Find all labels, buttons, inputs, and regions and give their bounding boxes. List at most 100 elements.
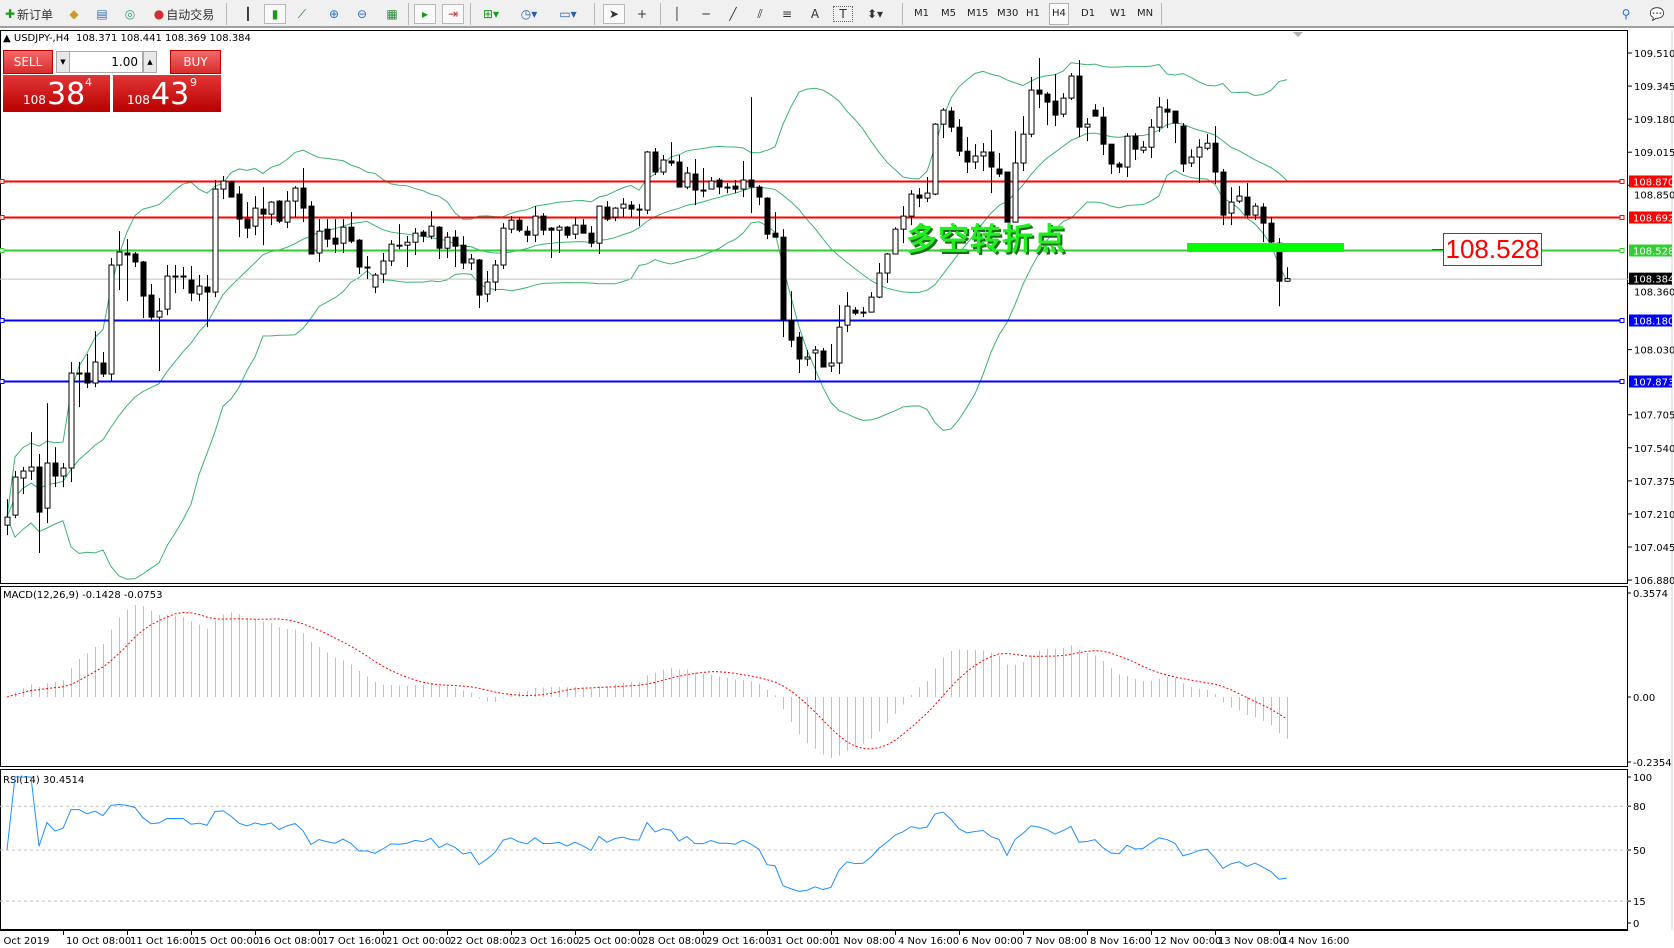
level-right-handle[interactable] [1619,318,1625,323]
lot-size-input[interactable]: 1.00 [69,51,143,73]
sell-price-big-figure: 108 [23,93,46,107]
zoom-out-icon[interactable]: ⊖ [356,7,368,21]
templates-dropdown-icon[interactable]: ▭▾ [559,7,577,21]
one-click-trading-panel: SELL ▼ 1.00 ▲ BUY 108 38 4 108 43 9 [2,50,222,112]
timeframe-mn[interactable]: MN [1137,8,1154,19]
time-label: 21 Oct 00:00 [386,936,451,947]
candle [500,223,507,270]
zoom-in-icon[interactable]: ⊕ [328,7,340,21]
candle-body-up [724,186,731,189]
rsi-axis-label: 80 [1633,802,1646,813]
collapse-triangle-icon[interactable]: ▲ [3,33,14,44]
cursor-icon[interactable]: ➤ [603,4,625,24]
lot-decrease-button[interactable]: ▼ [56,51,70,73]
timeframe-h1[interactable]: H1 [1026,8,1040,19]
candle [252,196,259,236]
timeframe-m15[interactable]: M15 [967,8,989,19]
candle [588,226,595,248]
timeframe-m30[interactable]: M30 [997,8,1019,19]
indicators-dropdown-icon[interactable]: ⊞▾ [482,7,500,21]
sell-button[interactable]: SELL [3,50,53,74]
data-window-icon[interactable]: ▤ [96,7,108,21]
text-tool-icon[interactable]: A [810,7,820,21]
candle-body-up [924,192,931,199]
candle-body-down [356,239,363,268]
timeframe-m5[interactable]: M5 [941,8,956,19]
candle-body-up [292,187,299,202]
auto-scroll-icon[interactable]: ▸ [414,4,436,24]
candle [1044,92,1051,126]
equidistant-channel-icon[interactable]: ⫽ [757,6,763,21]
navigator-icon[interactable]: ◎ [124,7,136,21]
candle [604,201,611,222]
sell-price-box[interactable]: 108 38 4 [3,75,110,112]
timeframe-h4[interactable]: H4 [1049,3,1069,25]
buy-button[interactable]: BUY [170,50,221,74]
new-order-button[interactable]: ✚ 新订单 [2,4,56,24]
chart-shift-marker[interactable] [1293,32,1303,37]
price-tick-label: 109.510 [1634,49,1674,60]
text-label-icon[interactable]: T [833,6,853,22]
horizontal-line-icon[interactable]: ─ [702,7,710,21]
timeframe-d1[interactable]: D1 [1081,8,1096,19]
candle [140,261,147,319]
candle [212,180,219,298]
tile-windows-icon[interactable]: ▦ [386,7,398,21]
level-left-handle[interactable] [0,248,5,253]
turning-point-annotation[interactable]: 多空转折点 [906,222,1066,258]
level-right-handle[interactable] [1619,248,1625,253]
lot-increase-button[interactable]: ▲ [143,51,157,73]
candlestick-chart-icon[interactable]: ▮ [264,4,286,24]
candle [276,200,283,224]
candle [1196,139,1203,184]
timeframe-m1[interactable]: M1 [914,8,929,19]
candle [772,212,779,238]
line-chart-icon[interactable]: ⟋ [297,6,307,21]
bar-chart-icon[interactable]: ┃ [244,7,252,21]
market-watch-icon[interactable]: ◆ [69,7,79,21]
candle [60,463,67,488]
candle [1028,77,1035,138]
candle [124,239,131,302]
level-left-handle[interactable] [0,379,5,384]
buy-price-box[interactable]: 108 43 9 [113,75,221,112]
candle-body-up [1204,142,1211,149]
level-left-handle[interactable] [0,215,5,220]
search-icon[interactable]: ⚲ [1621,7,1631,21]
level-right-handle[interactable] [1619,215,1625,220]
horizontal-levels[interactable] [0,179,1625,384]
auto-trading-icon: ● [153,7,165,21]
candle [292,186,299,218]
candle [1076,60,1083,138]
level-right-handle[interactable] [1619,379,1625,384]
timeframe-w1[interactable]: W1 [1110,8,1127,19]
price-tick-label: 108.030 [1634,346,1674,357]
candle-body-down [1172,110,1179,124]
trendline-icon[interactable]: ╱ [729,7,737,21]
main-pane-frame [0,30,1628,584]
level-left-handle[interactable] [0,318,5,323]
chat-icon[interactable]: 💬 [1649,7,1665,21]
level-right-handle[interactable] [1619,179,1625,184]
auto-trading-button[interactable]: ● 自动交易 [147,4,221,24]
candle [572,217,579,240]
candle [556,225,563,253]
arrows-dropdown-icon[interactable]: ⬍▾ [866,7,884,21]
candle-body-up [836,326,843,364]
candle-body-up [812,349,819,354]
price-label-box[interactable]: 108.528 [1443,233,1542,266]
candle-body-down [988,151,995,168]
level-left-handle[interactable] [0,179,5,184]
time-label: 15 Oct 00:00 [194,936,259,947]
fibonacci-icon[interactable]: ≡ [781,7,793,21]
vertical-line-icon[interactable]: │ [673,7,681,21]
macd-axis-label: 0.3574 [1633,589,1668,600]
candle [164,265,171,316]
chart-shift-icon[interactable]: ⇥ [442,4,464,24]
time-label: 17 Oct 16:00 [322,936,387,947]
candle [484,271,491,303]
periods-dropdown-icon[interactable]: ◷▾ [520,7,538,21]
crosshair-icon[interactable]: + [636,7,648,21]
turning-point-marker-bar[interactable] [1187,243,1344,252]
